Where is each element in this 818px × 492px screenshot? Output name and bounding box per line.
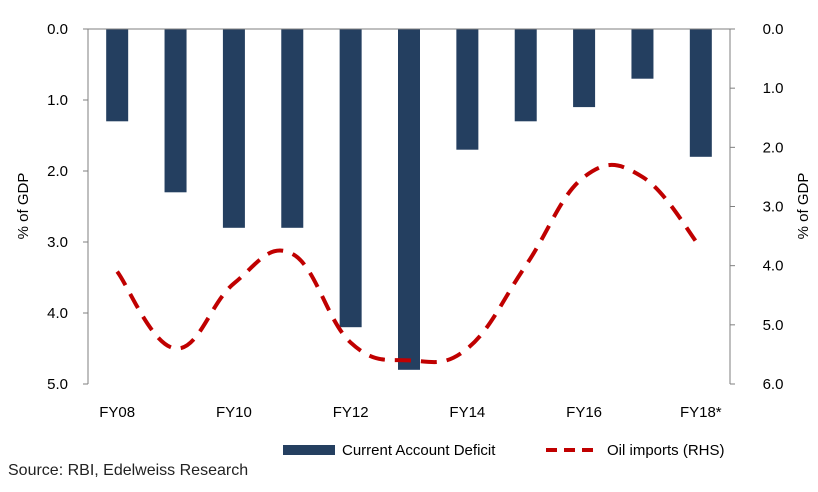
bar-fy08 [106, 29, 129, 122]
y-left-tick-label: 2.0 [47, 163, 68, 180]
y-left-tick-label: 1.0 [47, 92, 68, 109]
bar-fy17 [631, 29, 654, 79]
axes: 0.0 1.0 2.0 3.0 4.0 5.0 0.0 1.0 2.0 3.0 4.0 5.0 6.0 F… [47, 21, 783, 421]
y-right-tick-label: 4.0 [763, 258, 784, 275]
y-axis-right-title: % of GDP [795, 173, 812, 240]
plot-area [106, 29, 712, 370]
x-tick-label-fy16: FY16 [566, 404, 602, 421]
bar-fy11 [281, 29, 304, 228]
y-left-tick-label: 3.0 [47, 234, 68, 251]
y-right-tick-label: 1.0 [763, 80, 784, 97]
legend-swatch-current-account-deficit [283, 445, 335, 455]
bar-fy10 [222, 29, 245, 228]
x-tick-label-fy18: FY18* [680, 404, 722, 421]
legend: Current Account Deficit Oil imports (RHS… [283, 442, 725, 459]
bar-fy14 [456, 29, 479, 150]
x-tick-label-fy12: FY12 [333, 404, 369, 421]
line-oil-imports [115, 162, 703, 365]
y-right-tick-label: 6.0 [763, 376, 784, 393]
y-axis-left-title: % of GDP [15, 173, 32, 240]
bar-fy13 [398, 29, 420, 370]
y-right-tick-label: 0.0 [763, 21, 784, 38]
bar-fy18 [689, 29, 712, 157]
bar-fy15 [514, 29, 537, 122]
bar-fy12 [339, 29, 362, 328]
source-note: Source: RBI, Edelweiss Research [8, 462, 249, 479]
bar-fy09 [164, 29, 187, 193]
legend-label-current-account-deficit: Current Account Deficit [342, 442, 496, 459]
y-left-tick-label: 0.0 [47, 21, 68, 38]
y-right-tick-label: 2.0 [763, 139, 784, 156]
x-tick-label-fy14: FY14 [449, 404, 485, 421]
y-left-tick-label: 4.0 [47, 305, 68, 322]
y-left-tick-label: 5.0 [47, 376, 68, 393]
x-tick-label-fy10: FY10 [216, 404, 252, 421]
x-tick-label-fy08: FY08 [99, 404, 135, 421]
y-right-tick-label: 5.0 [763, 317, 784, 334]
y-right-tick-label: 3.0 [763, 199, 784, 216]
legend-label-oil-imports: Oil imports (RHS) [607, 442, 725, 459]
bar-fy16 [573, 29, 596, 108]
